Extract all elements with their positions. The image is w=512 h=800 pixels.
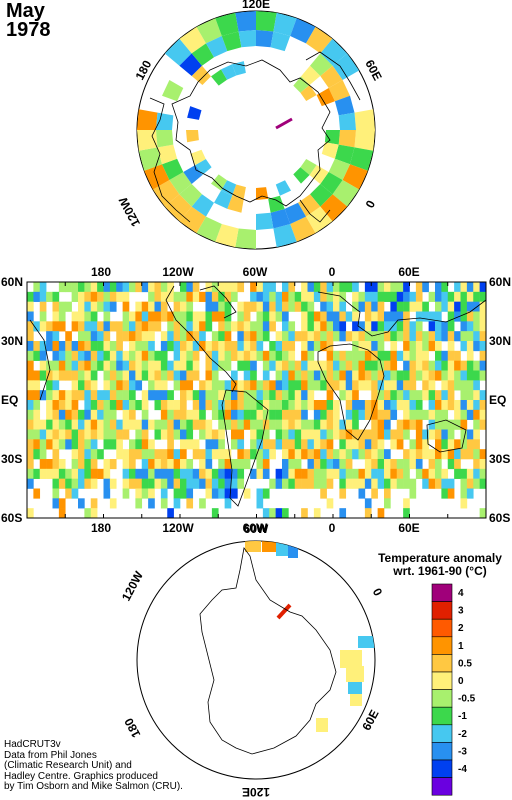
legend-swatch — [431, 742, 453, 761]
legend-swatch — [431, 636, 453, 655]
legend-tick-label: -1 — [458, 711, 467, 722]
lat-label-right-30n: 30N — [489, 334, 511, 348]
antarctic-label-right: 0 — [370, 586, 386, 599]
legend-tick-label: 3 — [458, 606, 464, 617]
legend-tick-label: -2 — [458, 729, 467, 740]
lon-label-bottom-0: 0 — [329, 521, 336, 535]
lat-label-right-eq: EQ — [489, 393, 506, 407]
legend-title: Temperature anomaly wrt. 1961-90 (°C) — [368, 552, 512, 578]
antarctic-label-top: 60W — [244, 522, 269, 536]
lat-label-left-30n: 30N — [1, 334, 23, 348]
credit-line: HadCRUT3v — [4, 739, 61, 750]
legend-tick-label: -4 — [458, 764, 467, 775]
arctic-coastline — [171, 59, 331, 207]
legend-swatch — [431, 601, 453, 620]
legend-swatch — [431, 583, 453, 602]
lat-label-left-60n: 60N — [1, 275, 23, 289]
lon-label-top-0: 0 — [329, 265, 336, 279]
credits: HadCRUT3v Data from Phil Jones (Climatic… — [4, 739, 183, 793]
legend-title-line1: Temperature anomaly — [378, 551, 502, 565]
legend-tick-label: 4 — [458, 588, 464, 599]
credit-line: (Climatic Research Unit) and — [4, 760, 132, 771]
lat-label-left-eq: EQ — [1, 393, 18, 407]
world-coastlines — [29, 285, 487, 507]
legend-tick-label: -3 — [458, 746, 467, 757]
lon-label-top-60e: 60E — [398, 265, 419, 279]
lon-label-bottom-180: 180 — [91, 521, 111, 535]
legend-tick-label: 1 — [458, 641, 464, 652]
legend-swatch — [431, 724, 453, 743]
antarctic-label-bottom-left: 180 — [121, 715, 143, 740]
arctic-label-right: 60E — [362, 57, 384, 82]
legend-swatch — [431, 689, 453, 708]
lon-label-bottom-60w: 60W — [243, 521, 268, 535]
antarctic-polar-map: 60W 120W 0 180 60E 120E — [119, 522, 386, 799]
legend-color-bar: 4 3 2 1 0.5 0 -0.5 -1 -2 -3 -4 — [431, 583, 476, 796]
arctic-label-bottom-right: 0 — [363, 198, 379, 211]
legend-swatch — [431, 671, 453, 690]
legend-tick-label: -0.5 — [458, 694, 476, 705]
lat-label-left-30s: 30S — [1, 452, 22, 466]
month-title: May — [6, 0, 45, 22]
antarctic-label-left: 120W — [119, 568, 146, 603]
legend-tick-label: 0 — [458, 676, 464, 687]
antarctic-label-bottom: 120E — [242, 785, 270, 799]
legend-swatch — [431, 759, 453, 778]
credit-line: Data from Phil Jones — [4, 749, 97, 761]
lon-label-top-120w: 120W — [162, 265, 194, 279]
credit-line: by Tim Osborn and Mike Salmon (CRU). — [4, 781, 183, 792]
lon-label-bottom-60e: 60E — [398, 521, 419, 535]
world-map: 180 120W 60W 0 60E 180 120W 60W 0 60E 60… — [1, 265, 511, 535]
arctic-label-top: 120E — [242, 0, 270, 11]
lat-label-right-60s: 60S — [489, 511, 510, 525]
lon-label-top-180: 180 — [91, 265, 111, 279]
year-title: 1978 — [6, 19, 51, 41]
legend-swatch — [431, 706, 453, 726]
lat-label-left-60s: 60S — [1, 511, 22, 525]
lat-label-right-60n: 60N — [489, 275, 511, 289]
legend-swatch — [431, 654, 453, 673]
legend-swatch — [431, 618, 453, 638]
arctic-polar-map: 120E 180 60E 120W 0 — [116, 0, 385, 250]
credit-line: Hadley Centre. Graphics produced — [4, 770, 158, 782]
lon-label-bottom-120w: 120W — [162, 521, 194, 535]
lon-label-top-60w: 60W — [243, 265, 268, 279]
antarctica-coastline — [199, 547, 337, 755]
lat-label-right-30s: 30S — [489, 452, 510, 466]
legend-tick-label: 0.5 — [458, 658, 472, 669]
legend-title-line2: wrt. 1961-90 (°C) — [393, 564, 487, 578]
legend-tick-label: 2 — [458, 623, 464, 634]
arctic-label-bottom-left: 120W — [116, 194, 143, 229]
legend-swatch — [431, 777, 453, 796]
